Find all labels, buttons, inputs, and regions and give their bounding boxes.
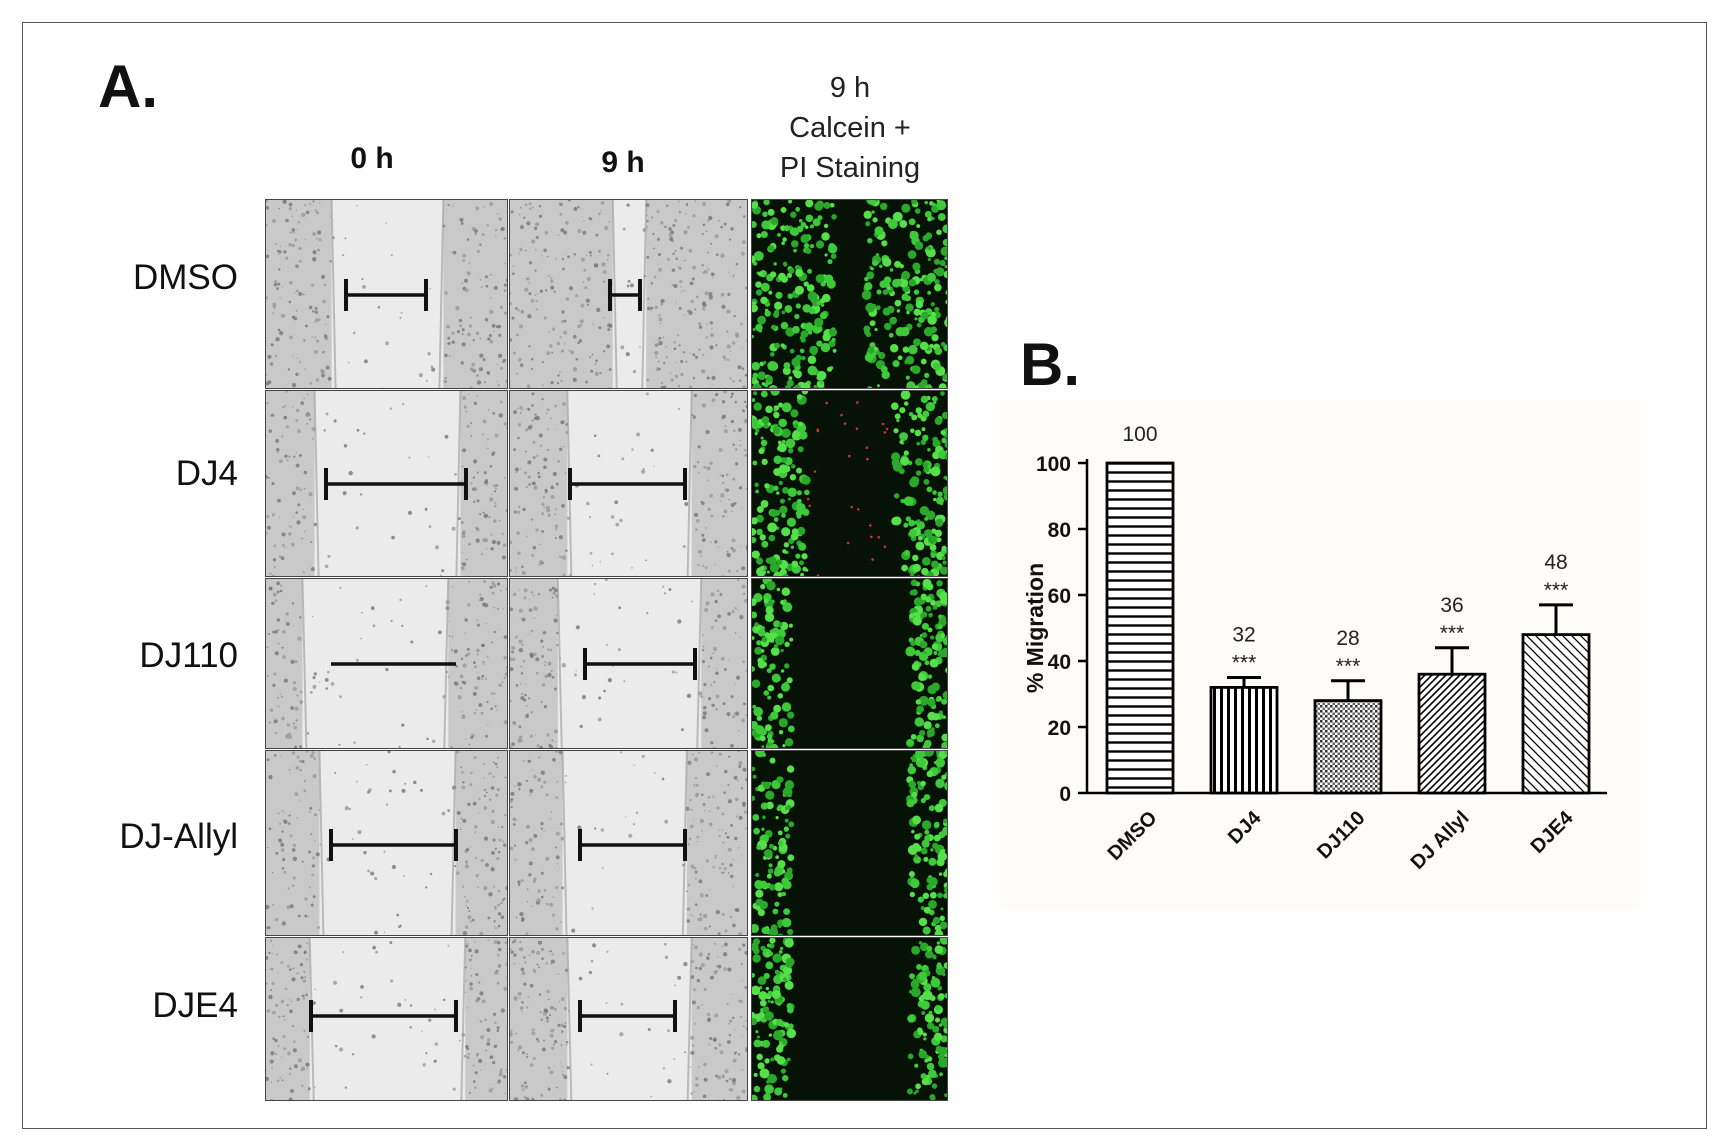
column-header-staining-line: 9 h xyxy=(829,72,871,104)
y-tick-label: 0 xyxy=(1059,783,1071,806)
brightfield-micrograph xyxy=(509,578,748,749)
column-header-staining-line: Calcein + xyxy=(789,112,911,144)
significance-label: *** xyxy=(1440,622,1465,645)
value-label: 100 xyxy=(1122,423,1157,446)
brightfield-micrograph xyxy=(265,390,508,577)
x-tick-label: DJ110 xyxy=(1313,807,1369,863)
brightfield-micrograph xyxy=(509,199,748,389)
fluorescence-micrograph xyxy=(751,937,948,1101)
brightfield-micrograph xyxy=(265,578,508,749)
column-header-9h: 9 h xyxy=(601,146,645,179)
bar-dj-allyl xyxy=(1417,672,1487,795)
x-tick-label: DJE4 xyxy=(1527,806,1579,858)
bar-dj4 xyxy=(1209,686,1279,795)
brightfield-micrograph xyxy=(265,750,508,936)
x-tick-label: DMSO xyxy=(1104,807,1162,865)
bar-dmso xyxy=(1105,461,1175,795)
y-tick-label: 100 xyxy=(1036,453,1071,476)
x-tick-label: DJ4 xyxy=(1224,806,1266,848)
brightfield-micrograph xyxy=(265,199,508,389)
fluorescence-micrograph xyxy=(751,390,948,577)
significance-label: *** xyxy=(1232,652,1257,675)
y-tick-label: 20 xyxy=(1048,717,1071,740)
brightfield-micrograph xyxy=(509,937,748,1101)
column-header-staining: 9 h Calcein + PI Staining xyxy=(740,68,960,188)
column-header-0h: 0 h xyxy=(350,142,394,175)
row-label-dj-allyl: DJ-Allyl xyxy=(119,817,238,856)
brightfield-micrograph xyxy=(509,750,748,936)
brightfield-micrograph xyxy=(509,390,748,577)
value-label: 36 xyxy=(1440,594,1463,617)
row-label-dje4: DJE4 xyxy=(152,986,238,1025)
value-label: 28 xyxy=(1336,627,1359,650)
fluorescence-micrograph xyxy=(751,750,948,936)
row-label-dj4: DJ4 xyxy=(175,454,238,493)
y-tick-label: 80 xyxy=(1048,519,1071,542)
y-tick-label: 40 xyxy=(1048,651,1071,674)
panel-b-label: B. xyxy=(1020,331,1080,398)
brightfield-micrograph xyxy=(265,937,508,1101)
fluorescence-micrograph xyxy=(751,578,948,749)
bar-dj110 xyxy=(1313,699,1383,795)
fluorescence-micrograph xyxy=(751,199,948,389)
row-label-dj110: DJ110 xyxy=(139,636,238,675)
column-header-staining-line: PI Staining xyxy=(779,152,921,184)
panel-a-label: A. xyxy=(98,53,158,120)
row-label-dmso: DMSO xyxy=(133,258,238,297)
significance-label: *** xyxy=(1544,579,1569,602)
significance-label: *** xyxy=(1336,655,1361,678)
x-tick-label: DJ Allyl xyxy=(1407,807,1474,874)
figure-frame xyxy=(22,22,1707,1129)
value-label: 32 xyxy=(1232,624,1255,647)
bar-dje4 xyxy=(1521,633,1591,795)
value-label: 48 xyxy=(1544,551,1567,574)
y-axis-title: % Migration xyxy=(1022,563,1048,693)
y-tick-label: 60 xyxy=(1048,585,1071,608)
